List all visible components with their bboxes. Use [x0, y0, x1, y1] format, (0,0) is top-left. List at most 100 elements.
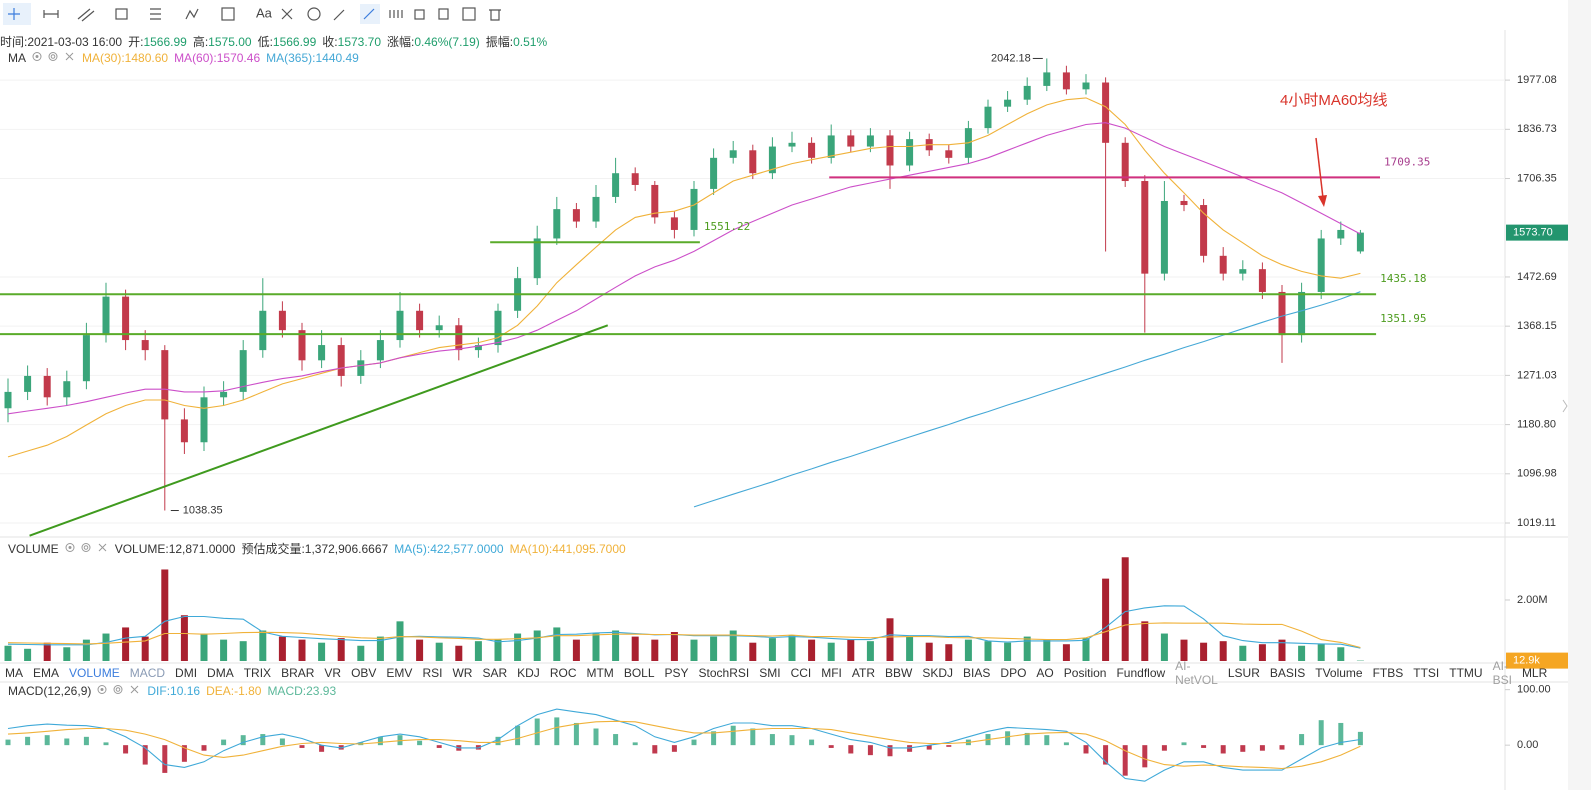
volume-bar [514, 633, 522, 661]
indicator-tab[interactable]: LSUR [1227, 665, 1260, 680]
y-tick-label: 1836.73 [1517, 123, 1557, 135]
series-line [693, 291, 1361, 508]
indicator-tab[interactable]: DMI [175, 665, 198, 680]
volume-bar [612, 630, 620, 661]
y-tick-label: 2.00M [1517, 594, 1548, 606]
indicator-tab[interactable]: OBV [351, 665, 377, 680]
indicator-tab[interactable]: PSY [664, 665, 689, 680]
macd-bar [1005, 731, 1011, 746]
indicator-tab[interactable]: EMV [386, 665, 413, 680]
legend-controls[interactable] [32, 51, 76, 62]
indicator-tab[interactable]: KDJ [517, 665, 540, 680]
fib-tool[interactable] [150, 8, 161, 20]
copy-tool[interactable] [438, 8, 449, 20]
volume-bar [376, 636, 384, 661]
macd-legend: MACD(12,26,9) DIF:10.16 DEA:-1.80 MACD:23.9… [8, 684, 336, 698]
candle-body [749, 150, 757, 174]
volume-bar [1141, 621, 1149, 661]
volume-bar [396, 621, 404, 661]
volume-bar [847, 639, 855, 661]
macd-bar [613, 734, 619, 746]
indicator-tab[interactable]: BRAR [281, 665, 315, 680]
indicator-tab[interactable]: BIAS [963, 665, 991, 680]
indicator-tab[interactable]: SKDJ [922, 665, 954, 680]
macd-bar [632, 742, 638, 746]
indicator-tab[interactable]: CCI [790, 665, 812, 680]
indicator-tab[interactable]: Position [1063, 665, 1107, 680]
indicator-tab[interactable]: MFI [821, 665, 842, 680]
indicator-tab[interactable]: SMI [759, 665, 781, 680]
indicator-tab[interactable]: VOLUME [69, 665, 120, 680]
trend-line [29, 324, 609, 537]
candle-body [710, 157, 718, 189]
shape-tool[interactable] [115, 8, 128, 20]
collapse-handle[interactable] [1562, 399, 1568, 413]
indicator-tab[interactable]: MA [5, 665, 23, 680]
indicator-tab[interactable]: StochRSI [698, 665, 750, 680]
indicator-tab[interactable]: BBW [885, 665, 913, 680]
indicator-tab[interactable]: AI-NetVOL [1175, 658, 1218, 687]
indicator-tab[interactable]: DMA [207, 665, 234, 680]
macd-bar [162, 745, 168, 773]
last-volume: 12.9k [1513, 655, 1540, 667]
bars-tool[interactable] [389, 10, 403, 18]
volume-bar [4, 645, 12, 661]
lock-draw-tool[interactable] [363, 8, 375, 20]
macd-bar [730, 725, 736, 746]
indicator-tab[interactable]: TVolume [1315, 665, 1363, 680]
indicator-tab[interactable]: RSI [422, 665, 443, 680]
indicator-tab[interactable]: AI-BSI [1492, 658, 1512, 687]
indicator-tab[interactable]: MACD [129, 665, 166, 680]
indicator-tab[interactable]: MTM [586, 665, 614, 680]
hide-tool[interactable] [462, 7, 476, 21]
scrollbar[interactable] [1568, 0, 1591, 790]
magnet-tool[interactable] [307, 7, 321, 21]
macd-bar [319, 745, 325, 752]
indicator-tab[interactable]: ATR [851, 665, 876, 680]
volume-bar [651, 639, 659, 661]
indicator-tab[interactable]: MLR [1521, 665, 1548, 680]
macd-bar [1259, 745, 1265, 751]
candle-body [1258, 269, 1266, 292]
indicator-tab[interactable]: BOLL [623, 665, 655, 680]
volume-bar [631, 636, 639, 661]
volume-bar [494, 639, 502, 661]
indicator-tab[interactable]: SAR [482, 665, 508, 680]
indicator-tab[interactable]: TTSI [1413, 665, 1440, 680]
indicator-tab[interactable]: FTBS [1372, 665, 1404, 680]
brush-tool[interactable] [281, 8, 293, 20]
volume-bar [906, 636, 914, 661]
annotation-arrow [1315, 137, 1324, 199]
legend-entry: MA(60):1570.46 [174, 51, 261, 65]
macd-bar [711, 731, 717, 746]
indicator-tab[interactable]: AO [1036, 665, 1054, 680]
indicator-tab[interactable]: EMA [33, 665, 60, 680]
wave-tool[interactable] [185, 8, 199, 20]
indicator-tab[interactable]: VR [324, 665, 342, 680]
indicator-tab[interactable]: TRIX [243, 665, 272, 680]
text-tool[interactable]: Aa [256, 5, 273, 20]
indicator-tab[interactable]: ROC [549, 665, 577, 680]
indicator-tab[interactable]: DPO [1000, 665, 1027, 680]
info-value: 2021-03-03 16:00 [27, 35, 123, 49]
trend-tool[interactable] [77, 8, 95, 22]
measure-tool[interactable] [221, 7, 235, 21]
candle-body [357, 360, 365, 376]
candle-body [1317, 238, 1325, 292]
indicator-tab[interactable]: WR [452, 665, 473, 680]
pen-tool[interactable] [333, 9, 345, 21]
macd-bar [1279, 745, 1285, 750]
legend-controls[interactable] [65, 542, 109, 553]
info-label: 收: [322, 35, 338, 49]
indicator-tab[interactable]: Fundflow [1116, 665, 1166, 680]
lock-tool[interactable] [414, 9, 425, 20]
volume-bar [416, 639, 424, 661]
indicator-tab[interactable]: BASIS [1269, 665, 1306, 680]
indicator-tab[interactable]: TTMU [1449, 665, 1483, 680]
crosshair-tool[interactable] [8, 8, 20, 20]
hline-tool[interactable] [43, 10, 59, 18]
delete-tool[interactable] [489, 9, 501, 21]
legend-controls[interactable] [97, 684, 141, 695]
annotation: 4小时MA60均线 [1280, 92, 1388, 109]
